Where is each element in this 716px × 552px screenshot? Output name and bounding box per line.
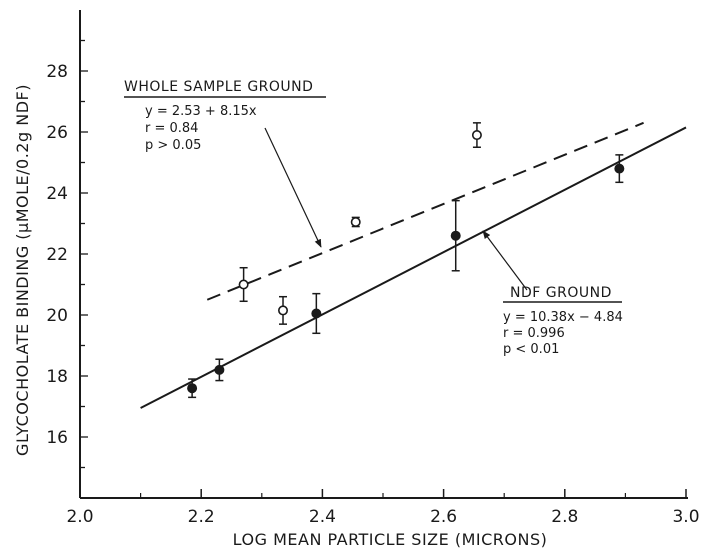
data-point-ndf bbox=[214, 364, 225, 375]
data-point-ndf bbox=[187, 383, 198, 394]
legend-whole-sample-label: WHOLE SAMPLE GROUND bbox=[124, 79, 313, 95]
data-point-whole-sample bbox=[238, 279, 249, 290]
x-tick-label: 2.8 bbox=[551, 507, 578, 527]
x-tick-label: 2.4 bbox=[309, 507, 336, 527]
data-point-whole-sample bbox=[350, 216, 361, 227]
data-point-ndf bbox=[614, 163, 625, 174]
x-tick-label: 2.0 bbox=[66, 507, 93, 527]
y-tick-label: 28 bbox=[46, 62, 68, 82]
y-tick-label: 22 bbox=[46, 245, 68, 265]
fit-line-ndf bbox=[140, 126, 687, 409]
whole-sample-r: r = 0.84 bbox=[145, 121, 198, 136]
axes: 2.0 2.2 2.4 2.6 2.8 3.0 16 18 20 22 24 26 28 bbox=[46, 10, 700, 527]
data-point-ndf bbox=[311, 308, 322, 319]
whole-sample-p: p > 0.05 bbox=[145, 138, 201, 153]
fit-line-whole-sample bbox=[206, 121, 644, 301]
whole-sample-pointer bbox=[264, 127, 322, 248]
legend-ndf-label: NDF GROUND bbox=[510, 285, 612, 301]
ndf-pointer bbox=[482, 230, 528, 291]
y-tick-label: 24 bbox=[46, 184, 68, 204]
x-tick-label: 2.2 bbox=[188, 507, 215, 527]
data-point-whole-sample bbox=[278, 305, 289, 316]
ndf-equation: y = 10.38x − 4.84 bbox=[503, 310, 623, 325]
y-tick-label: 16 bbox=[46, 428, 68, 448]
data-point-whole-sample bbox=[471, 130, 482, 141]
whole-sample-equation: y = 2.53 + 8.15x bbox=[145, 104, 257, 119]
annotation-whole-sample: WHOLE SAMPLE GROUND y = 2.53 + 8.15x r =… bbox=[124, 79, 326, 248]
annotation-ndf: NDF GROUND y = 10.38x − 4.84 r = 0.996 p… bbox=[482, 230, 623, 357]
ndf-p: p < 0.01 bbox=[503, 342, 559, 357]
fit-lines bbox=[140, 121, 687, 409]
y-tick-label: 18 bbox=[46, 367, 68, 387]
data-points bbox=[187, 122, 625, 399]
y-tick-label: 26 bbox=[46, 123, 68, 143]
ndf-r: r = 0.996 bbox=[503, 326, 565, 341]
x-tick-label: 3.0 bbox=[672, 507, 699, 527]
data-point-ndf bbox=[450, 230, 461, 241]
x-tick-label: 2.6 bbox=[430, 507, 457, 527]
y-tick-label: 20 bbox=[46, 306, 68, 326]
x-axis-title: LOG MEAN PARTICLE SIZE (MICRONS) bbox=[233, 530, 548, 549]
y-axis-title: GLYCOCHOLATE BINDING (μMOLE/0.2g NDF) bbox=[13, 84, 32, 456]
